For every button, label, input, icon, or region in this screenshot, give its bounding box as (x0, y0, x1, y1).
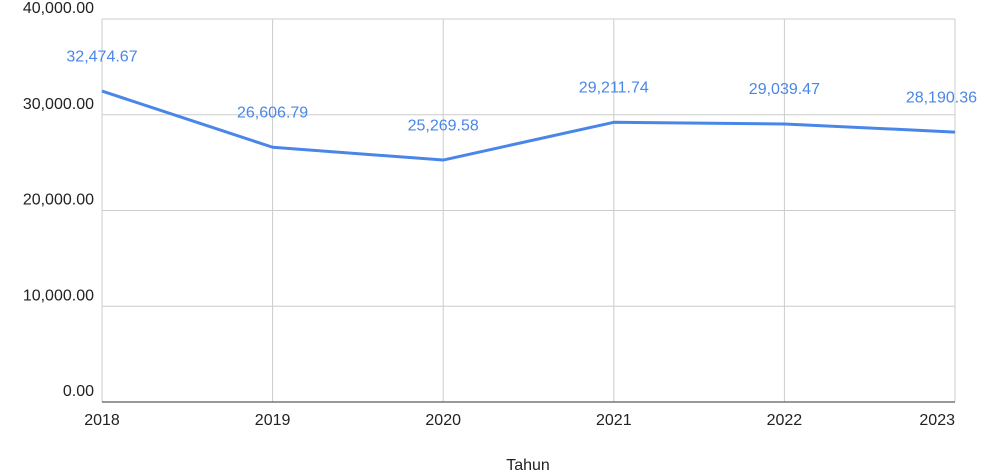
data-label: 29,211.74 (579, 80, 649, 97)
y-tick-label: 20,000.00 (23, 192, 94, 209)
y-tick-label: 0.00 (63, 383, 94, 400)
x-axis-label: Tahun (506, 457, 550, 474)
y-tick-label: 40,000.00 (23, 0, 94, 17)
x-tick-label: 2018 (84, 412, 120, 429)
x-tick-label: 2021 (596, 412, 632, 429)
x-tick-label: 2019 (255, 412, 291, 429)
line (101, 89, 956, 162)
x-tick-label: 2022 (767, 412, 803, 429)
data-label: 25,269.58 (408, 117, 479, 134)
x-tick-label: 2020 (425, 412, 461, 429)
y-tick-label: 30,000.00 (23, 96, 94, 113)
y-tick-label: 10,000.00 (23, 287, 94, 304)
data-label: 26,606.79 (237, 104, 308, 121)
data-label: 32,474.67 (66, 48, 137, 65)
data-label: 28,190.36 (906, 89, 977, 106)
x-tick-label: 2023 (919, 412, 955, 429)
data-label: 29,039.47 (749, 81, 820, 98)
